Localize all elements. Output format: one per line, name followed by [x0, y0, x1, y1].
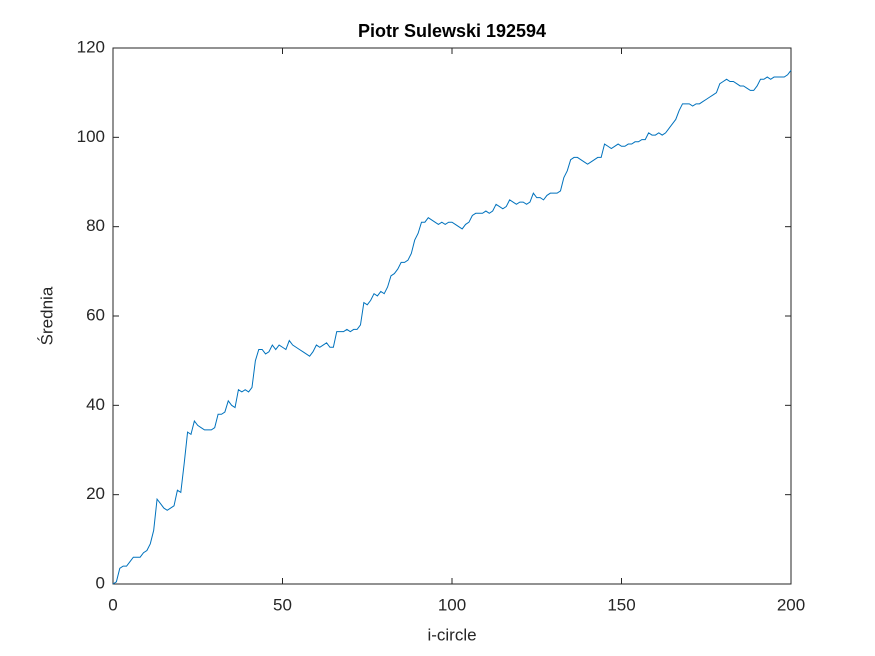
y-tick-label: 120 [77, 37, 105, 56]
x-tick-label: 50 [273, 595, 292, 614]
y-tick-label: 60 [86, 305, 105, 324]
y-tick-label: 80 [86, 216, 105, 235]
y-axis-label: Średnia [37, 286, 56, 345]
x-tick-label: 150 [607, 595, 635, 614]
y-tick-label: 20 [86, 484, 105, 503]
x-tick-label: 100 [438, 595, 466, 614]
plot-frame [112, 47, 792, 585]
x-tick-label: 200 [777, 595, 805, 614]
x-tick-label: 0 [108, 595, 117, 614]
y-tick-label: 40 [86, 395, 105, 414]
line-series [112, 70, 792, 585]
y-tick-label: 0 [96, 573, 105, 592]
chart-title: Piotr Sulewski 192594 [358, 21, 546, 41]
y-tick-label: 100 [77, 127, 105, 146]
x-axis-label: i-circle [427, 625, 476, 644]
